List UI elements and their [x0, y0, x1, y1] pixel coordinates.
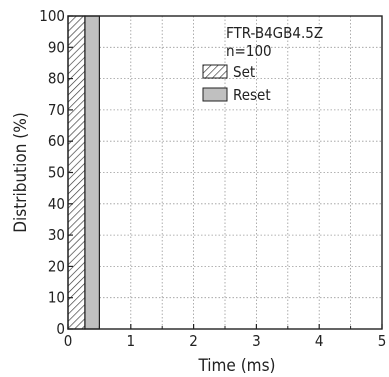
- y-tick-label: 20: [48, 257, 65, 275]
- bars: [67, 15, 101, 330]
- x-tick-label: 3: [252, 332, 261, 350]
- x-axis-ticks: 0 1 2 3 4 5: [64, 324, 387, 350]
- bar-reset: [84, 15, 101, 330]
- annotation-sample-size: n=100: [226, 42, 272, 60]
- x-tick-label: 1: [127, 332, 136, 350]
- legend-label-set: Set: [233, 63, 255, 81]
- legend-swatch-reset: [202, 87, 228, 102]
- y-tick-label: 80: [48, 70, 65, 88]
- y-tick-label: 30: [48, 226, 65, 244]
- x-tick-label: 4: [315, 332, 324, 350]
- x-tick-label: 2: [189, 332, 198, 350]
- grid: [68, 16, 382, 329]
- x-tick-label: 0: [64, 332, 73, 350]
- y-axis-ticks: 0 10 20 30 40 50 60 70 80 90 100: [39, 7, 73, 338]
- annotation-model: FTR-B4GB4.5Z: [226, 24, 323, 42]
- legend-swatch-set: [202, 64, 228, 79]
- y-tick-label: 50: [48, 164, 65, 182]
- y-tick-label: 90: [48, 38, 65, 56]
- y-tick-label: 0: [56, 320, 65, 338]
- y-tick-label: 10: [48, 289, 65, 307]
- legend: Set Reset: [202, 63, 271, 104]
- x-tick-label: 5: [378, 332, 387, 350]
- y-axis-title: Distribution (%): [11, 112, 31, 233]
- x-axis-title: Time (ms): [197, 356, 275, 376]
- legend-label-reset: Reset: [233, 86, 271, 104]
- y-tick-label: 100: [39, 7, 65, 25]
- y-tick-label: 60: [48, 132, 65, 150]
- chart-annotation: FTR-B4GB4.5Z n=100: [226, 24, 323, 60]
- y-tick-label: 70: [48, 101, 65, 119]
- y-tick-label: 40: [48, 195, 65, 213]
